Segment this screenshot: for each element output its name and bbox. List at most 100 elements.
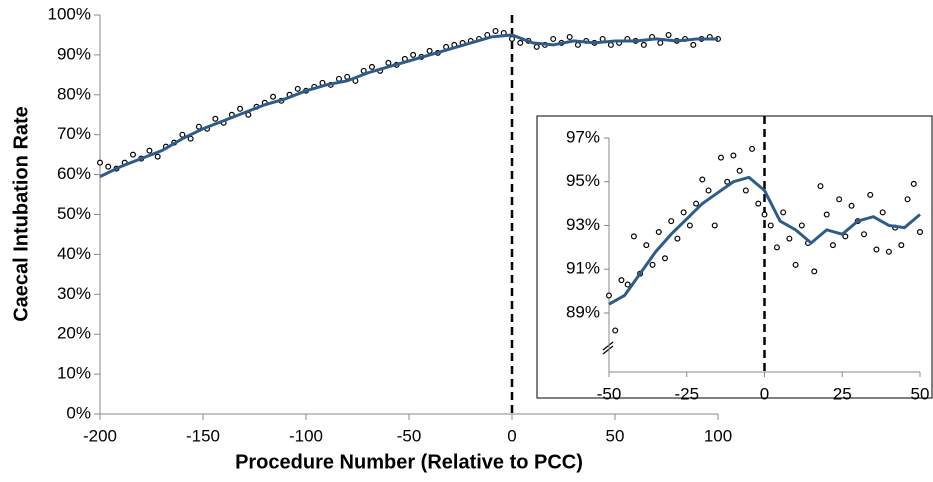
data-point [730,152,737,159]
data-point [517,39,524,46]
data-point [879,209,886,216]
y-tick-label: 80% [57,84,91,103]
data-point [755,200,762,207]
data-point [873,246,880,253]
data-point [742,187,749,194]
data-point [904,196,911,203]
data-point [885,248,892,255]
data-point [657,39,664,46]
data-point [607,41,614,48]
data-point [916,229,923,236]
axis-break [602,341,614,355]
data-point [817,183,824,190]
break-mark [602,345,614,355]
data-point [630,233,637,240]
data-point [780,209,787,216]
data-point [612,327,619,334]
data-point [574,41,581,48]
data-point [699,176,706,183]
data-point [786,235,793,242]
data-point [643,242,650,249]
data-point [674,235,681,242]
x-tick-label: 50 [606,426,625,445]
data-point [344,73,351,80]
data-point [842,233,849,240]
data-point [492,27,499,34]
y-tick-label: 93% [566,215,600,234]
data-point [624,281,631,288]
data-point [792,261,799,268]
data-point [867,191,874,198]
y-tick-label: 89% [566,302,600,321]
y-tick-label: 90% [57,44,91,63]
x-tick-label: 100 [704,426,732,445]
data-point [566,33,573,40]
trend-line [608,175,921,306]
data-point [848,202,855,209]
data-point [749,145,756,152]
data-point [724,178,731,185]
data-point [368,63,375,70]
data-point [605,292,612,299]
data-point [649,261,656,268]
data-point [410,51,417,58]
data-point [823,211,830,218]
inset-frame [536,115,933,399]
x-axis-title: Procedure Number (Relative to PCC) [235,451,583,473]
y-tick-label: 20% [57,324,91,343]
data-point [270,93,277,100]
x-tick-label: -25 [674,384,699,403]
x-tick-label: 25 [833,384,852,403]
data-point [335,75,342,82]
y-tick-label: 50% [57,204,91,223]
data-point [910,180,917,187]
y-tick-label: 100% [48,4,91,23]
data-point [96,159,103,166]
data-point [798,222,805,229]
data-point [811,268,818,275]
data-point [237,105,244,112]
data-point [668,218,675,225]
x-tick-label: 0 [760,384,769,403]
data-point [640,41,647,48]
y-axis-title: Caecal Intubation Rate [10,106,32,322]
data-point [661,255,668,262]
x-tick-label: -100 [289,426,323,445]
y-tick-label: 10% [57,364,91,383]
data-point [680,209,687,216]
data-point [829,242,836,249]
x-tick-label: 0 [507,426,516,445]
data-point [212,115,219,122]
data-point [665,31,672,38]
data-point [898,242,905,249]
data-point [154,153,161,160]
y-tick-label: 97% [566,127,600,146]
data-point [426,47,433,54]
y-tick-label: 95% [566,171,600,190]
data-point [129,151,136,158]
data-point [736,167,743,174]
data-point [693,200,700,207]
y-tick-label: 40% [57,244,91,263]
data-point [761,211,768,218]
x-tick-label: -50 [397,426,422,445]
data-point [105,163,112,170]
data-point [773,244,780,251]
y-tick-label: 60% [57,164,91,183]
y-tick-label: 0% [66,403,91,422]
x-tick-label: -200 [83,426,117,445]
data-point [686,222,693,229]
y-tick-label: 30% [57,284,91,303]
data-point [711,222,718,229]
data-point [690,41,697,48]
data-point [618,277,625,284]
x-tick-label: 50 [911,384,930,403]
data-point [509,35,516,42]
data-point [533,43,540,50]
data-point [836,196,843,203]
break-mark [602,341,614,351]
data-point [767,222,774,229]
data-point [861,231,868,238]
